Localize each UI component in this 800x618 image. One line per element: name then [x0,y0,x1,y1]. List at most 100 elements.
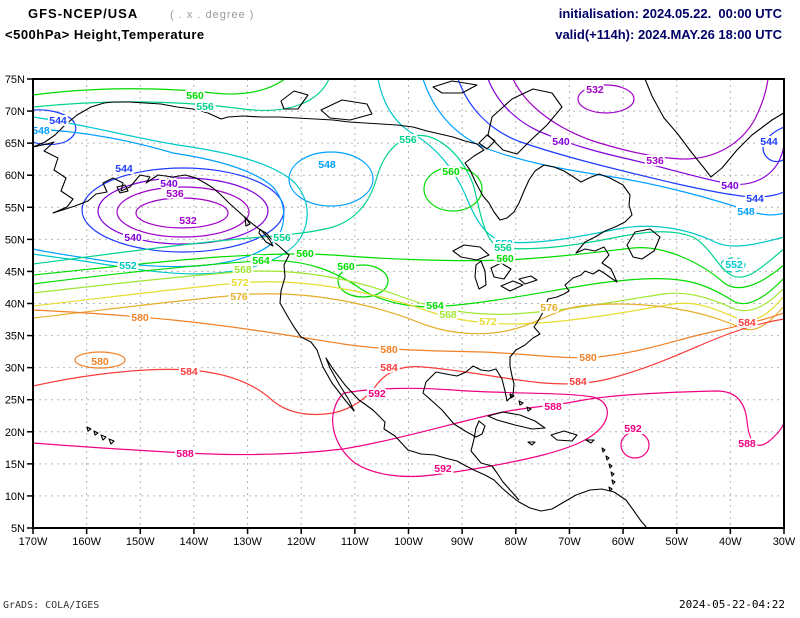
contour-label-576: 576 [230,291,248,303]
contour-label-552: 552 [495,238,513,250]
contour-label-556: 556 [273,232,291,244]
contour-label-540: 540 [160,178,178,190]
contour-label-576: 576 [540,302,558,314]
svg-text:556: 556 [399,134,417,146]
contour-label-580: 580 [131,312,149,324]
contour-536 [116,79,769,238]
svg-text:584: 584 [569,376,587,388]
svg-text:588: 588 [544,401,562,413]
svg-text:544: 544 [115,163,133,175]
contour-label-568: 568 [234,264,252,276]
contour-532 [135,84,635,229]
svg-text:560: 560 [296,248,314,260]
svg-text:580: 580 [579,352,597,364]
svg-text:556: 556 [494,242,512,254]
contour-label-544: 544 [746,193,764,205]
lon-tick-label: 80W [504,536,527,548]
lon-tick-label: 30W [773,536,796,548]
lon-tick-label: 110W [341,536,370,548]
contour-label-588: 588 [176,448,194,460]
contour-label-540: 540 [124,232,142,244]
contour-label-560: 560 [337,261,355,273]
svg-text:552: 552 [495,238,513,250]
svg-text:532: 532 [179,215,197,227]
island-outline [258,228,274,247]
contour-label-560: 560 [496,253,514,265]
island-outline [432,80,478,94]
svg-text:536: 536 [646,155,664,167]
lon-tick-label: 160W [72,536,101,548]
island-outline [478,134,496,150]
contour-labels: 5325325325325365365365365405405405405405… [32,82,780,477]
svg-text:560: 560 [496,253,514,265]
island-outline [585,439,595,444]
svg-text:556: 556 [196,101,214,113]
svg-text:588: 588 [176,448,194,460]
contour-584 [33,318,784,416]
contour-552 [720,257,746,273]
contour-label-584: 584 [180,366,198,378]
contour-label-556: 556 [196,101,214,113]
svg-text:592: 592 [434,463,452,475]
initialisation-time: initialisation: 2024.05.22. 00:00 UTC [558,6,782,21]
grads-stamp: GrADS: COLA/IGES [3,600,100,611]
contour-label-584: 584 [380,362,398,374]
contour-label-560: 560 [442,166,460,178]
lat-tick-label: 50N [5,234,25,246]
island-outline [500,280,524,292]
contour-560 [33,79,784,298]
island-outline [626,228,661,260]
island-outline [550,430,578,442]
lat-tick-label: 5N [11,523,25,535]
island-outline [452,244,490,261]
contour-label-552: 552 [725,259,743,271]
contour-label-584: 584 [569,376,587,388]
contour-label-592: 592 [624,423,642,435]
svg-text:580: 580 [131,312,149,324]
lon-tick-label: 90W [451,536,474,548]
island-outline [320,99,373,121]
lat-tick-label: 65N [5,138,25,150]
contour-label-588: 588 [544,401,562,413]
model-title: GFS-NCEP/USA [28,6,139,21]
contour-label-556: 556 [399,134,417,146]
contour-label-584: 584 [738,317,756,329]
contour-label-560: 560 [296,248,314,260]
contour-label-588: 588 [738,438,756,450]
lon-tick-label: 170W [19,536,48,548]
contour-label-572: 572 [231,277,249,289]
lat-tick-label: 15N [5,459,25,471]
contour-label-592: 592 [434,463,452,475]
height-contours [33,79,784,478]
lat-tick-label: 10N [5,491,25,503]
svg-text:560: 560 [186,90,204,102]
contour-label-548: 548 [737,206,755,218]
contour-label-580: 580 [91,356,109,368]
svg-text:540: 540 [160,178,178,190]
contour-label-532: 532 [586,84,604,96]
contour-label-532: 532 [179,215,197,227]
field-title: <500hPa> Height,Temperature [5,27,205,42]
svg-text:584: 584 [380,362,398,374]
graticule [33,79,784,528]
svg-text:576: 576 [540,302,558,314]
contour-580 [33,309,784,369]
contour-label-544: 544 [760,136,778,148]
lon-tick-label: 140W [180,536,209,548]
lon-tick-label: 150W [126,536,155,548]
contour-556 [33,79,784,278]
island-outline [644,79,784,178]
contour-588 [33,390,784,456]
svg-text:592: 592 [624,423,642,435]
island-outline [527,441,536,446]
island-outline [244,216,251,227]
contour-552 [33,79,784,275]
contour-label-548: 548 [32,125,50,137]
lon-tick-label: 100W [394,536,423,548]
axis-ticks [27,78,785,534]
svg-text:552: 552 [119,260,137,272]
island-outline [280,90,309,110]
lat-tick-label: 55N [5,202,25,214]
svg-text:572: 572 [479,316,497,328]
